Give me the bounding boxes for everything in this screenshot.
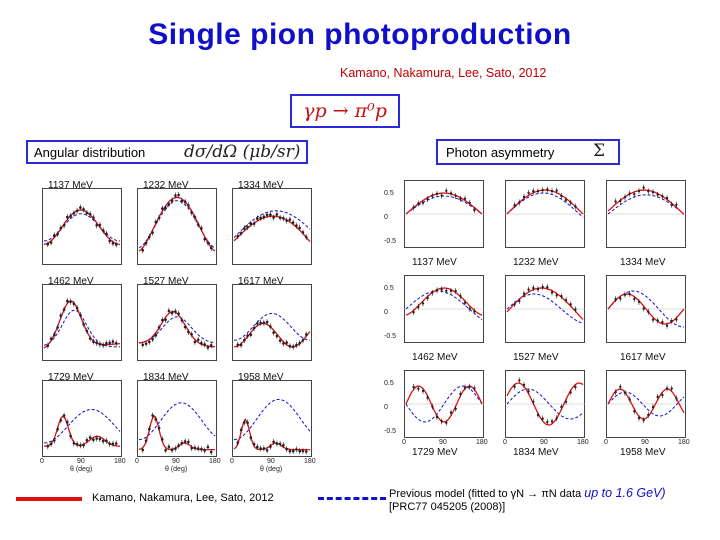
previous-model-curve — [138, 200, 216, 249]
angular-panel — [42, 188, 122, 265]
previous-model-curve — [233, 210, 311, 238]
previous-model-curve — [233, 398, 311, 441]
angular-panel — [232, 284, 312, 361]
photon-y-tick: 0.5 — [384, 380, 394, 387]
photon-y-tick: 0.5 — [384, 190, 394, 197]
photon-x-tick: 90 — [439, 439, 447, 446]
angular-energy-label: 1958 MeV — [238, 372, 284, 383]
previous-model-curve — [405, 385, 483, 423]
current-model-curve — [43, 209, 121, 245]
previous-model-curve — [405, 290, 483, 321]
previous-model-curve — [233, 312, 311, 341]
current-model-curve — [138, 414, 215, 451]
photon-asymmetry-label: Photon asymmetry — [446, 145, 555, 160]
previous-model-curve — [506, 293, 584, 324]
angular-x-tick: 0 — [135, 458, 139, 465]
current-model-curve — [506, 287, 584, 320]
previous-model-curve — [138, 402, 216, 441]
angular-panel — [42, 284, 122, 361]
previous-model-curve — [43, 309, 120, 348]
photon-y-tick: -0.5 — [384, 333, 397, 340]
cross-section-formula: dσ/dΩ (μb/sr) — [184, 142, 301, 162]
current-model-curve — [607, 189, 685, 215]
angular-x-tick: 180 — [114, 458, 126, 465]
photon-x-tick: 0 — [503, 439, 507, 446]
photon-x-tick: 180 — [678, 439, 690, 446]
angular-distribution-label: Angular distribution — [34, 145, 146, 160]
angular-energy-label: 1462 MeV — [48, 276, 94, 287]
angular-energy-label: 1834 MeV — [143, 372, 189, 383]
previous-model-reference: [PRC77 045205 (2008)] — [389, 501, 506, 513]
photon-energy-label: 1729 MeV — [412, 447, 458, 458]
current-model-curve — [233, 418, 310, 451]
photon-x-tick: 180 — [476, 439, 488, 446]
angular-x-tick: 180 — [304, 458, 316, 465]
previous-model-curve — [607, 391, 685, 417]
angular-x-tick: 90 — [77, 458, 85, 465]
photon-energy-label: 1527 MeV — [513, 352, 559, 363]
angular-x-axis-label: θ (deg) — [260, 466, 283, 473]
current-model-curve — [43, 300, 121, 349]
photon-y-tick: 0.5 — [384, 285, 394, 292]
previous-model-main-text: Previous model (fitted to γN → πN data — [389, 488, 582, 500]
photon-energy-label: 1462 MeV — [412, 352, 458, 363]
photon-energy-label: 1617 MeV — [620, 352, 666, 363]
angular-distribution-header: Angular distribution dσ/dΩ (μb/sr) — [26, 140, 308, 164]
angular-energy-label: 1527 MeV — [143, 276, 189, 287]
photon-y-tick: 0 — [384, 214, 388, 221]
citation-subtitle: Kamano, Nakamura, Lee, Sato, 2012 — [340, 66, 547, 80]
photon-x-tick: 0 — [604, 439, 608, 446]
previous-model-curve — [405, 195, 483, 215]
photon-y-tick: -0.5 — [384, 238, 397, 245]
current-model-curve — [607, 388, 685, 420]
photon-x-tick: 0 — [402, 439, 406, 446]
photon-energy-label: 1232 MeV — [513, 257, 559, 268]
photon-y-tick: 0 — [384, 404, 388, 411]
previous-model-legend-label: Previous model (fitted to γN → πN data u… — [389, 487, 666, 514]
angular-x-tick: 90 — [267, 458, 275, 465]
angular-energy-label: 1617 MeV — [238, 276, 284, 287]
previous-model-curve — [506, 388, 584, 420]
photon-asymmetry-header: Photon asymmetry Σ — [436, 139, 620, 165]
previous-model-curve — [506, 192, 584, 218]
angular-panel — [137, 284, 217, 361]
sigma-symbol: Σ — [593, 141, 606, 161]
angular-energy-label: 1232 MeV — [143, 180, 189, 191]
angular-x-tick: 180 — [209, 458, 221, 465]
photon-energy-label: 1958 MeV — [620, 447, 666, 458]
photon-x-tick: 90 — [540, 439, 548, 446]
angular-energy-label: 1334 MeV — [238, 180, 284, 191]
photon-energy-label: 1137 MeV — [412, 257, 457, 268]
photon-x-tick: 90 — [641, 439, 649, 446]
photon-y-tick: 0 — [384, 309, 388, 316]
angular-x-axis-label: θ (deg) — [165, 466, 188, 473]
angular-x-axis-label: θ (deg) — [70, 466, 93, 473]
photon-x-tick: 180 — [577, 439, 589, 446]
current-model-legend-label: Kamano, Nakamura, Lee, Sato, 2012 — [92, 492, 274, 504]
previous-model-curve — [138, 316, 216, 344]
photon-energy-label: 1834 MeV — [513, 447, 559, 458]
photon-y-tick: -0.5 — [384, 428, 397, 435]
previous-model-range-text: up to 1.6 GeV) — [584, 486, 666, 500]
current-model-curve — [138, 310, 216, 348]
angular-x-tick: 90 — [172, 458, 180, 465]
angular-energy-label: 1137 MeV — [48, 180, 93, 191]
reaction-formula: γp → π⁰p — [290, 94, 400, 128]
angular-panel — [137, 380, 217, 457]
current-model-legend-line — [16, 497, 82, 501]
page-title: Single pion photoproduction — [148, 18, 572, 51]
previous-model-curve — [43, 408, 121, 444]
angular-energy-label: 1729 MeV — [48, 372, 94, 383]
angular-x-tick: 0 — [40, 458, 44, 465]
angular-x-tick: 0 — [230, 458, 234, 465]
current-model-curve — [506, 382, 584, 426]
photon-energy-label: 1334 MeV — [620, 257, 666, 268]
current-model-curve — [43, 415, 121, 447]
current-model-curve — [405, 287, 483, 316]
current-model-curve — [233, 215, 311, 243]
current-model-curve — [138, 196, 216, 252]
previous-model-legend-line — [318, 497, 386, 500]
